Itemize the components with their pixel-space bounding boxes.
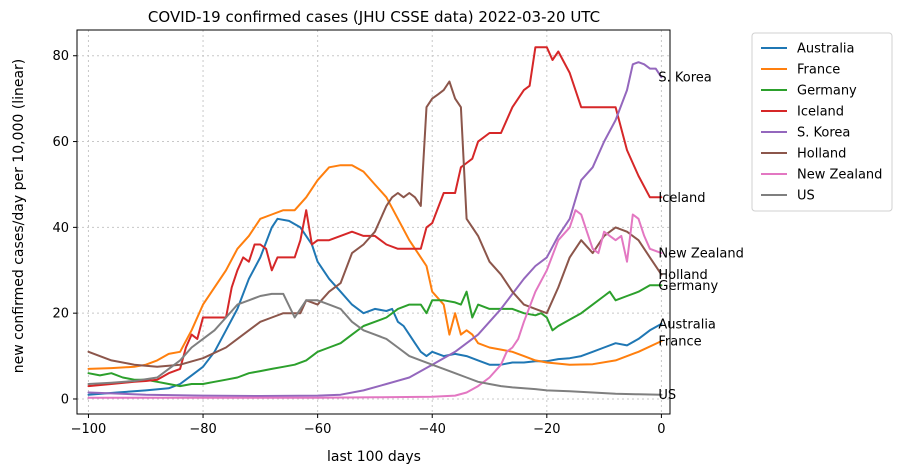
series-line-germany xyxy=(87,284,663,388)
y-tick-label: 20 xyxy=(52,307,69,322)
series-line-holland xyxy=(87,80,663,368)
legend-label-new-zealand: New Zealand xyxy=(797,168,882,183)
end-label-iceland: Iceland xyxy=(658,191,705,206)
end-label-australia: Australia xyxy=(658,317,716,332)
legend-box xyxy=(751,32,893,212)
x-tick-label: −20 xyxy=(533,422,560,437)
y-tick-label: 80 xyxy=(52,49,69,64)
series-end-labels: Australia France Germany Iceland S. Korea Hol… xyxy=(658,71,743,403)
chart-title: COVID-19 confirmed cases (JHU CSSE data)… xyxy=(148,8,600,26)
series-line-s-korea xyxy=(87,61,663,397)
end-label-france: France xyxy=(658,335,701,350)
legend-label-germany: Germany xyxy=(797,84,857,99)
series-line-australia xyxy=(87,217,663,396)
legend-label-france: France xyxy=(797,63,840,78)
x-axis-label: last 100 days xyxy=(327,449,421,465)
x-tick-label: −60 xyxy=(304,422,331,437)
end-label-holland: Holland xyxy=(658,268,707,283)
series-line-iceland xyxy=(87,46,663,388)
y-tick-label: 0 xyxy=(61,392,69,407)
end-label-germany: Germany xyxy=(658,279,718,294)
y-axis-label: new confirmed cases/day per 10,000 (line… xyxy=(11,59,27,374)
legend-label-us: US xyxy=(797,189,815,204)
end-label-us: US xyxy=(658,388,676,403)
legend: Australia France Germany Iceland S. Korea Hol… xyxy=(751,32,893,212)
legend-label-australia: Australia xyxy=(797,42,855,57)
series-line-france xyxy=(87,164,663,370)
y-axis-ticks: 0 20 40 60 80 xyxy=(52,49,77,407)
series-line-us xyxy=(87,292,663,396)
series-line-new-zealand xyxy=(87,209,663,399)
plot-frame xyxy=(76,29,671,415)
x-tick-label: −80 xyxy=(189,422,216,437)
series-layer xyxy=(87,46,663,399)
end-label-s-korea: S. Korea xyxy=(658,71,711,86)
x-tick-label: 0 xyxy=(657,422,665,437)
end-label-new-zealand: New Zealand xyxy=(658,247,743,262)
legend-label-holland: Holland xyxy=(797,147,846,162)
x-tick-label: −40 xyxy=(419,422,446,437)
x-tick-label: −100 xyxy=(71,422,107,437)
y-tick-label: 60 xyxy=(52,135,69,150)
x-axis-ticks: −100 −80 −60 −40 −20 0 xyxy=(71,414,666,437)
legend-label-s-korea: S. Korea xyxy=(797,126,850,141)
legend-label-iceland: Iceland xyxy=(797,105,844,120)
y-tick-label: 40 xyxy=(52,221,69,236)
